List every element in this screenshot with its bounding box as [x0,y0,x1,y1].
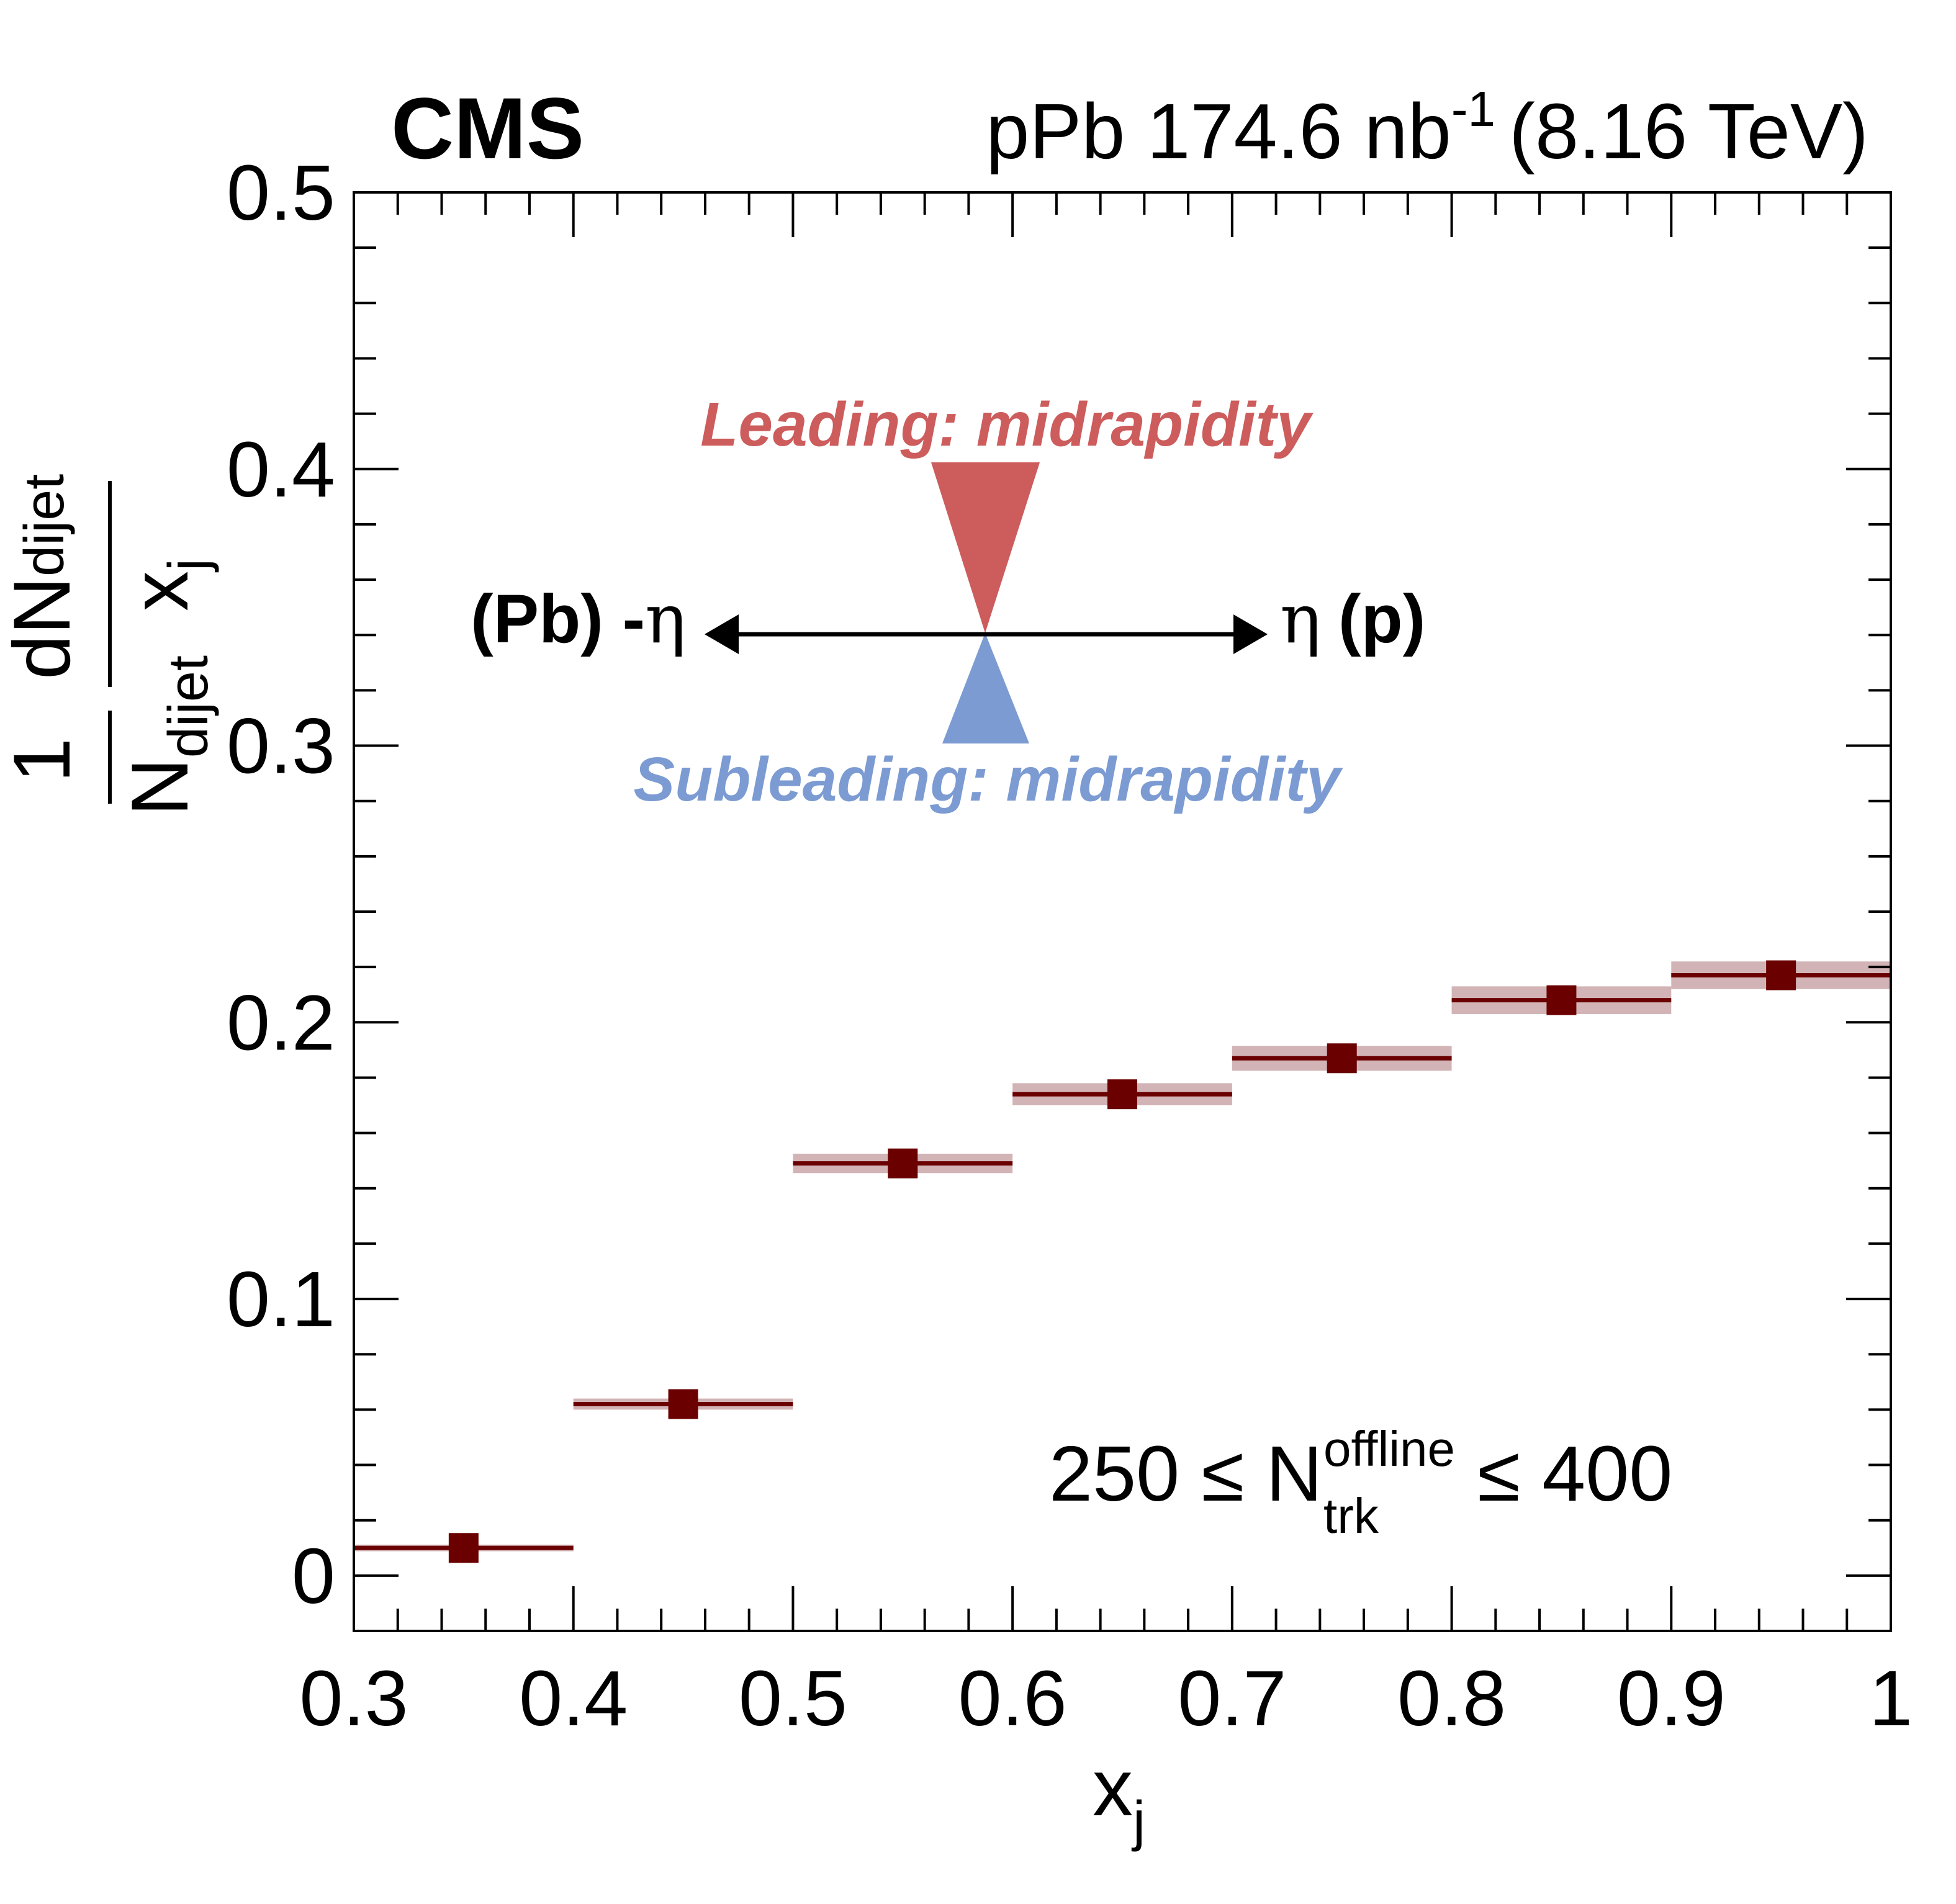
y-tick-label: 0.5 [227,149,335,236]
x-tick-label: 0.6 [958,1655,1067,1742]
x-axis-title-main: x [1093,1742,1133,1833]
arrow-left-head [705,614,739,654]
x-tick-label: 0.7 [1178,1655,1286,1742]
x-axis-title-sub: j [1131,1790,1145,1852]
dataset-label: pPb 174.6 nb-1 (8.16 TeV) [986,81,1868,175]
experiment-label: CMS [391,79,584,177]
y-title-num: dNdijet [0,474,87,680]
x-tick-label: 0.8 [1397,1655,1506,1742]
lumi-exponent: -1 [1451,81,1495,137]
y-tick-label: 0.3 [227,703,335,790]
y-title-den-main: x [114,571,205,611]
x-tick-label: 0.9 [1617,1655,1726,1742]
data-point [668,1389,698,1419]
y-tick-label: 0 [292,1532,335,1620]
y-tick-label: 0.1 [227,1255,335,1343]
pos-eta-symbol: η [1280,579,1321,658]
x-tick-label: 1 [1869,1655,1913,1742]
y-title-den-sub: j [158,559,220,573]
p-side-text: (p) [1338,581,1425,657]
y-title-pre-den-sub: dijet [158,655,220,758]
y-title-num-main: dN [0,577,87,680]
x-axis-title: xj [1093,1742,1145,1852]
y-title-pre-num: 1 [0,738,87,783]
y-tick-label: 0.2 [227,979,335,1066]
y-tick-label: 0.4 [227,426,335,513]
pb-side-text: (Pb) - [471,581,645,657]
leading-triangle [931,462,1040,633]
eta-diagram: Leading: midrapidity Subleading: midrapi… [471,390,1425,814]
data-point [888,1148,918,1179]
y-title-den: xj [114,559,220,611]
x-tick-label: 0.5 [739,1655,847,1742]
leading-label: Leading: midrapidity [700,390,1314,459]
subleading-triangle [942,633,1029,743]
data-point [1107,1079,1137,1110]
mult-low: 250 ≤ N [1049,1430,1322,1517]
y-axis-title: 1 Ndijet dNdijet xj [0,474,220,816]
dataset-text: pPb 174.6 nb [986,88,1451,175]
neg-eta-symbol: η [645,579,686,658]
arrow-right-head [1233,614,1268,654]
data-point [1327,1043,1357,1074]
data-point [1546,985,1577,1015]
y-title-num-sub: dijet [14,474,76,577]
y-title-pre-den-main: N [114,758,205,816]
y-title-pre-den: Ndijet [114,655,220,816]
data-point [448,1533,479,1563]
energy-text: (8.16 TeV) [1509,88,1868,175]
subleading-label: Subleading: midrapidity [634,745,1343,814]
mult-high: ≤ 400 [1477,1430,1672,1517]
mult-sub: trk [1323,1488,1379,1543]
pb-side-label: (Pb) -η [471,579,686,658]
y-tick-labels: 0 0.1 0.2 0.3 0.4 0.5 [227,149,335,1620]
mult-sup: offline [1323,1421,1455,1476]
data-point [1766,960,1796,990]
data-points [448,960,1796,1563]
x-tick-labels: 0.3 0.4 0.5 0.6 0.7 0.8 0.9 1 [299,1655,1913,1742]
multiplicity-selection: 250 ≤ N offline trk ≤ 400 [1049,1421,1672,1543]
x-tick-label: 0.4 [519,1655,628,1742]
x-tick-label: 0.3 [299,1655,408,1742]
axis-ticks [353,191,1892,1632]
p-side-label: η (p) [1280,579,1425,658]
